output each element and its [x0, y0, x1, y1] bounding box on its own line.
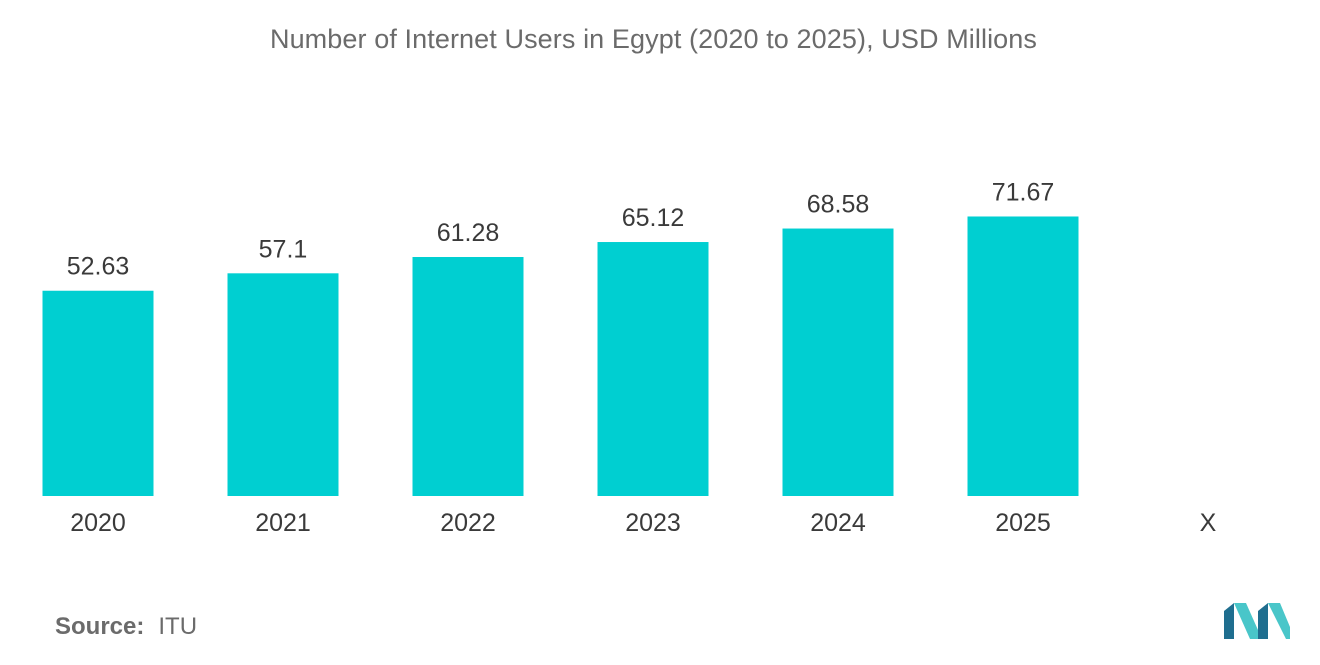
bar-2021	[227, 273, 339, 496]
chart-title: Number of Internet Users in Egypt (2020 …	[269, 24, 1038, 54]
x-tick-label-2020: 2020	[70, 509, 126, 537]
value-label-2023: 65.12	[622, 204, 685, 232]
logo-shape-3	[1258, 603, 1268, 639]
bar-2025	[967, 216, 1079, 496]
value-labels-layer: 52.63 57.1 61.28 65.12 68.58 71.67	[67, 178, 1055, 280]
bar-2023	[597, 242, 709, 496]
value-label-2025: 71.67	[992, 178, 1055, 206]
x-tick-label-2025: 2025	[995, 509, 1051, 537]
value-label-2022: 61.28	[437, 219, 500, 247]
bar-2022	[412, 257, 524, 496]
logo-shape-1	[1224, 603, 1234, 639]
brand-logo-icon	[1224, 603, 1290, 639]
source-value: ITU	[158, 613, 198, 640]
x-tick-label-2022: 2022	[440, 509, 496, 537]
value-label-2020: 52.63	[67, 253, 130, 281]
bar-2020	[42, 290, 154, 496]
x-tick-label-2021: 2021	[255, 509, 311, 537]
x-tick-label-2024: 2024	[810, 509, 866, 537]
source-line: Source: ITU	[55, 613, 197, 641]
source-label: Source:	[55, 613, 145, 640]
value-label-2021: 57.1	[259, 235, 308, 263]
logo-shape-2	[1234, 603, 1262, 639]
x-tick-label-X: X	[1200, 509, 1217, 537]
bars-layer	[42, 216, 1079, 496]
bar-2024	[782, 228, 894, 496]
value-label-2024: 68.58	[807, 191, 870, 219]
x-tick-label-2023: 2023	[625, 509, 681, 537]
logo-shape-4	[1268, 603, 1290, 639]
x-axis-tick-labels: 2020 2021 2022 2023 2024 2025 X	[70, 509, 1216, 537]
